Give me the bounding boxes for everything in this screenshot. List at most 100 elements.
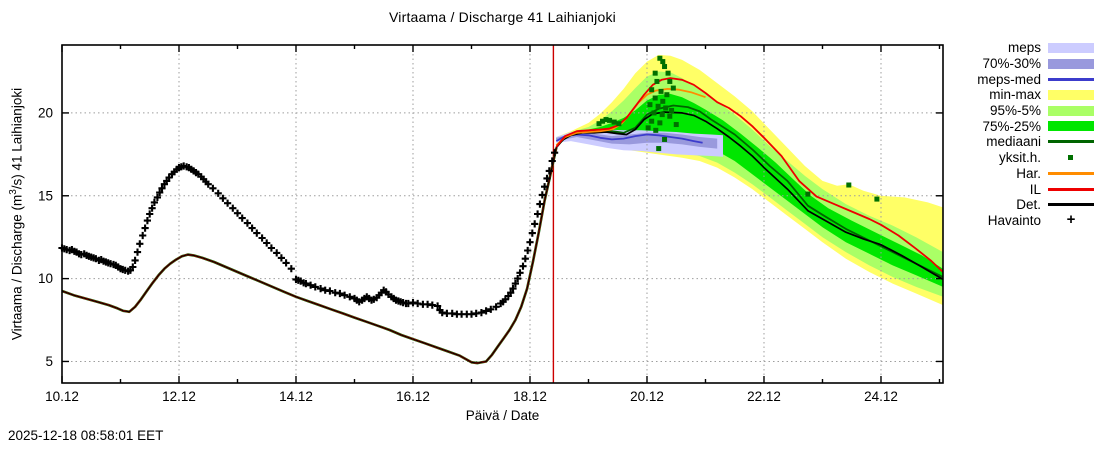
legend-item-95-5-: 95%-5% [977, 103, 1094, 119]
gridlines [62, 45, 943, 383]
yksit-h-square [656, 146, 662, 152]
yksit-h-square [662, 64, 668, 70]
legend-swatch-band [1048, 42, 1094, 53]
legend-item-havainto: Havainto + [977, 211, 1094, 229]
yksit-h-square [659, 112, 665, 118]
band-75-25- [556, 93, 943, 287]
yksit-h-square [603, 117, 609, 123]
yksit-h-square [667, 113, 673, 119]
yksit-h-square [846, 182, 852, 188]
legend-label: Det. [1016, 197, 1041, 213]
legend-label: Havainto [987, 212, 1041, 228]
yksit-h-square [658, 88, 664, 94]
line-swatch-icon [1048, 77, 1094, 81]
legend-label: meps-med [977, 71, 1041, 87]
legend-item-meps: meps [977, 40, 1094, 56]
yksit-h-square [652, 95, 658, 101]
y-tick-label: 10 [38, 271, 53, 286]
band-swatch-icon [1048, 89, 1094, 100]
line-il [555, 77, 944, 273]
yksit-h-points [596, 55, 880, 202]
yksit-h-square [660, 59, 666, 65]
yksit-h-square [653, 127, 659, 133]
yksit-h-square [645, 125, 651, 131]
legend-swatch-band [1048, 105, 1094, 116]
yksit-h-square [660, 98, 666, 104]
x-tick-label: 18.12 [513, 389, 547, 404]
page-title: Virtaama / Discharge 41 Laihianjoki [389, 9, 616, 25]
legend-swatch-point [1048, 155, 1094, 161]
legend-label: Har. [1016, 165, 1041, 181]
legend-swatch-line [1048, 77, 1094, 81]
line-swatch-icon [1048, 171, 1094, 175]
legend-label: mediaani [986, 134, 1041, 150]
history-il-line [61, 147, 558, 364]
line-swatch-icon [1048, 203, 1094, 207]
yksit-h-square [655, 103, 661, 109]
legend-item-har-: Har. [977, 166, 1094, 182]
x-tick-label: 14.12 [279, 389, 313, 404]
legend-item-il: IL [977, 181, 1094, 197]
line-det- [555, 111, 944, 281]
y-tick-label: 20 [38, 105, 53, 120]
havainto-markers [58, 149, 559, 318]
yksit-h-square [667, 78, 673, 84]
timestamp: 2025-12-18 08:58:01 EET [8, 428, 164, 443]
line-swatch-icon [1048, 187, 1094, 191]
yksit-h-square [600, 118, 606, 124]
y-axis-label-sup: 3 [8, 189, 19, 195]
x-tick-label: 12.12 [162, 389, 196, 404]
yksit-h-square [611, 119, 617, 125]
legend-swatch-line [1048, 187, 1094, 191]
legend-item-det-: Det. [977, 197, 1094, 213]
yksit-h-square [647, 102, 653, 108]
yksit-h-square [664, 92, 670, 98]
y-axis-label: Virtaama / Discharge (m3/s) 41 Laihianjo… [8, 44, 26, 384]
x-axis-label: Päivä / Date [465, 408, 540, 423]
yksit-h-square [649, 87, 655, 93]
legend-item-yksit-h-: yksit.h. [977, 150, 1094, 166]
y-tick-label: 5 [45, 354, 53, 369]
yksit-h-square [596, 121, 602, 127]
plot-frame [61, 44, 944, 384]
forecast-lines [555, 77, 944, 281]
legend-label: yksit.h. [998, 150, 1041, 166]
x-tick-label: 16.12 [396, 389, 430, 404]
legend-item-70-30-: 70%-30% [977, 56, 1094, 72]
plus-marker-icon: + [1066, 211, 1076, 229]
y-axis-label-post: /s) 41 Laihianjoki [9, 87, 25, 190]
yksit-h-square [616, 121, 622, 127]
yksit-h-square [805, 191, 811, 197]
legend-swatch-line [1048, 171, 1094, 175]
yksit-h-square [652, 70, 658, 76]
legend-label: IL [1029, 181, 1041, 197]
legend: meps 70%-30% meps-med min-max 95%-5% 75%-25% m… [977, 40, 1094, 228]
yksit-h-square [874, 196, 880, 202]
yksit-h-square [670, 85, 676, 91]
x-tick-label: 22.12 [747, 389, 781, 404]
line-swatch-icon [1048, 140, 1094, 144]
yksit-h-square [657, 55, 663, 61]
legend-swatch-line [1048, 140, 1094, 144]
legend-label: min-max [989, 87, 1041, 103]
yksit-h-square [657, 120, 663, 126]
yksit-h-square [663, 105, 669, 111]
forecast-bands [556, 54, 943, 306]
band-swatch-icon [1048, 121, 1094, 132]
x-tick-label: 24.12 [864, 389, 898, 404]
yksit-h-square [649, 118, 655, 124]
yksit-h-square [654, 78, 660, 84]
x-tick-label: 10.12 [45, 389, 79, 404]
x-tick-label: 20.12 [630, 389, 664, 404]
legend-item-75-25-: 75%-25% [977, 118, 1094, 134]
yksit-h-square [669, 107, 675, 113]
legend-swatch-band [1048, 121, 1094, 132]
y-axis-label-pre: Virtaama / Discharge (m [9, 194, 25, 341]
legend-swatch-line [1048, 203, 1094, 207]
band-swatch-icon [1048, 42, 1094, 53]
legend-item-meps-med: meps-med [977, 71, 1094, 87]
band-swatch-icon [1048, 58, 1094, 69]
